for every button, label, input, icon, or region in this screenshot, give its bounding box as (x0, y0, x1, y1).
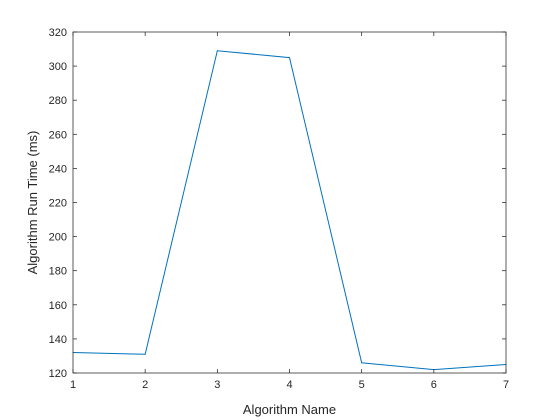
y-tick-label: 160 (49, 300, 67, 312)
data-point (361, 362, 363, 364)
data-point (144, 353, 146, 355)
x-tick-label: 3 (214, 379, 220, 391)
y-tick-label: 220 (49, 198, 67, 210)
y-tick-label: 140 (49, 334, 67, 346)
x-tick-label: 2 (142, 379, 148, 391)
data-point (216, 50, 218, 52)
y-tick-label: 200 (49, 232, 67, 244)
axis-ticks: 1 2 3 4 5 6 7 120 140 160 180 200 220 240 260 280 300 320 (49, 27, 509, 391)
data-point (289, 57, 290, 59)
x-tick-label: 7 (503, 379, 509, 391)
y-tick-label: 280 (49, 95, 67, 107)
y-tick-label: 180 (49, 266, 67, 278)
y-tick-label: 120 (49, 368, 67, 380)
x-tick-label: 4 (286, 379, 292, 391)
y-tick-label: 300 (49, 61, 67, 73)
x-tick-label: 6 (431, 379, 437, 391)
y-tick-label: 260 (49, 129, 67, 141)
x-tick-label: 5 (359, 379, 365, 391)
y-axis-label: Algorithm Run Time (ms) (25, 131, 40, 275)
y-tick-label: 320 (49, 27, 67, 39)
y-tick-label: 240 (49, 163, 67, 175)
x-axis-label: Algorithm Name (243, 402, 336, 417)
x-tick-label: 1 (70, 379, 76, 391)
